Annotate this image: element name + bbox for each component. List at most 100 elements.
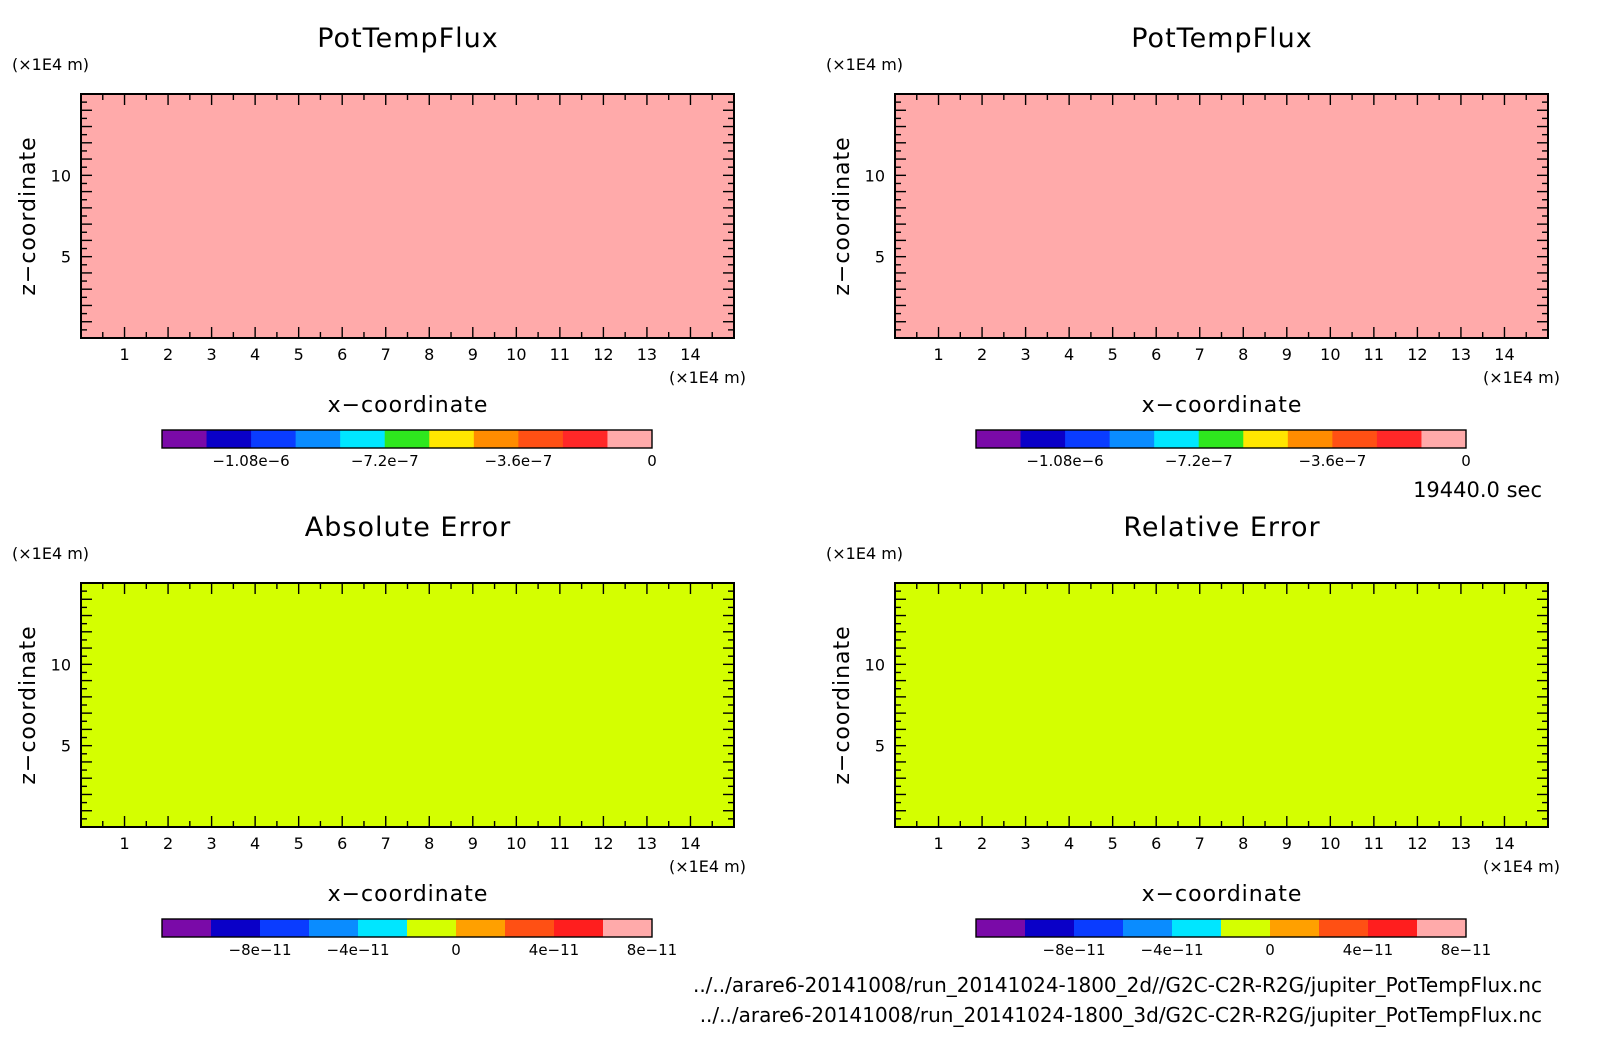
- x-tick-label: 13: [637, 345, 657, 364]
- colorbar-label: −1.08e−6: [212, 452, 289, 470]
- x-tick-label: 12: [593, 834, 613, 853]
- colorbar-cell: [260, 919, 310, 937]
- time-label: 19440.0 sec: [1413, 478, 1542, 502]
- x-tick-label: 6: [1151, 834, 1161, 853]
- plot-frame: [894, 93, 1549, 339]
- x-tick-label: 3: [207, 834, 217, 853]
- y-unit-label: (×1E4 m): [12, 544, 89, 563]
- colorbar-frame: [975, 918, 1467, 938]
- x-tick-label: 12: [593, 345, 613, 364]
- panel-2: PotTempFlux(×1E4 m)1 2 3 4 5 6 7 8 9 10 11 12 13 1451…: [826, 23, 1560, 470]
- colorbar-cell: [1065, 430, 1111, 448]
- colorbar-cell: [251, 430, 297, 448]
- y-unit-label: (×1E4 m): [826, 55, 903, 74]
- colorbar-cell: [407, 919, 457, 937]
- x-unit-label: (×1E4 m): [669, 857, 746, 876]
- x-tick-label: 14: [1494, 834, 1514, 853]
- y-tick-label: 10: [865, 166, 885, 185]
- colorbar-cell: [1319, 919, 1369, 937]
- colorbar-cell: [429, 430, 475, 448]
- colorbar-cell: [384, 430, 430, 448]
- colorbar-cell: [211, 919, 261, 937]
- x-tick-label: 9: [468, 345, 478, 364]
- colorbar-cell: [1074, 919, 1124, 937]
- y-unit-label: (×1E4 m): [12, 55, 89, 74]
- colorbar-label: −3.6e−7: [1298, 452, 1366, 470]
- colorbar-label: −7.2e−7: [1165, 452, 1233, 470]
- x-tick-label: 11: [1364, 834, 1384, 853]
- x-tick-label: 1: [119, 345, 129, 364]
- colorbar-label: 0: [647, 452, 657, 470]
- x-tick-label: 11: [550, 345, 570, 364]
- field-fill: [81, 94, 734, 338]
- colorbar-cell: [976, 919, 1026, 937]
- x-tick-label: 5: [294, 345, 304, 364]
- panel-4: Relative Error(×1E4 m)1 2 3 4 5 6 7 8 9 10 11 12 13 1…: [826, 512, 1560, 959]
- colorbar-cell: [206, 430, 252, 448]
- colorbar-cell: [607, 430, 653, 448]
- colorbar-cell: [505, 919, 555, 937]
- x-unit-label: (×1E4 m): [669, 368, 746, 387]
- panel-title: PotTempFlux: [317, 23, 499, 54]
- colorbar-cell: [1421, 430, 1467, 448]
- x-tick-label: 1: [933, 345, 943, 364]
- x-tick-label: 7: [1195, 345, 1205, 364]
- x-tick-label: 6: [337, 834, 347, 853]
- colorbar-label: −8e−11: [229, 941, 292, 959]
- y-axis-label: z−coordinate: [830, 136, 855, 295]
- x-tick-label: 12: [1407, 834, 1427, 853]
- x-tick-label: 4: [1064, 834, 1074, 853]
- colorbar-cell: [456, 919, 506, 937]
- y-tick-label: 10: [51, 655, 71, 674]
- colorbar-cell: [1172, 919, 1222, 937]
- x-tick-label: 10: [1320, 345, 1340, 364]
- x-axis-label: x−coordinate: [328, 393, 489, 418]
- x-tick-label: 5: [1108, 834, 1118, 853]
- x-tick-label: 1: [933, 834, 943, 853]
- x-tick-label: 13: [1451, 834, 1471, 853]
- y-tick-label: 10: [51, 166, 71, 185]
- x-tick-label: 10: [506, 834, 526, 853]
- x-tick-label: 13: [1451, 345, 1471, 364]
- x-tick-label: 8: [1238, 834, 1248, 853]
- colorbar-frame: [161, 918, 653, 938]
- x-tick-label: 14: [1494, 345, 1514, 364]
- colorbar-label: −8e−11: [1043, 941, 1106, 959]
- field-fill: [895, 583, 1548, 827]
- colorbar-cell: [1287, 430, 1333, 448]
- plot-frame: [80, 93, 735, 339]
- x-tick-label: 9: [1282, 345, 1292, 364]
- x-tick-label: 10: [1320, 834, 1340, 853]
- x-tick-label: 14: [680, 345, 700, 364]
- x-tick-label: 7: [381, 345, 391, 364]
- colorbar-cell: [1020, 430, 1066, 448]
- x-tick-label: 11: [1364, 345, 1384, 364]
- x-tick-label: 13: [637, 834, 657, 853]
- y-axis-label: z−coordinate: [16, 625, 41, 784]
- field-fill: [81, 583, 734, 827]
- plot-frame: [894, 582, 1549, 828]
- colorbar-cell: [309, 919, 359, 937]
- colorbar-cell: [976, 430, 1022, 448]
- colorbar-frame: [161, 429, 653, 449]
- x-tick-label: 6: [337, 345, 347, 364]
- x-tick-label: 2: [163, 345, 173, 364]
- file-path-1: ../../arare6-20141008/run_20141024-1800_…: [693, 973, 1542, 997]
- colorbar-cell: [1270, 919, 1320, 937]
- colorbar-label: −3.6e−7: [484, 452, 552, 470]
- colorbar-cell: [162, 430, 208, 448]
- colorbar-cell: [1109, 430, 1155, 448]
- file-path-2: ../../arare6-20141008/run_20141024-1800_…: [700, 1003, 1542, 1027]
- colorbar-cell: [1154, 430, 1200, 448]
- y-unit-label: (×1E4 m): [826, 544, 903, 563]
- colorbar-label: 8e−11: [1441, 941, 1491, 959]
- panel-title: PotTempFlux: [1131, 23, 1313, 54]
- colorbar-cell: [1376, 430, 1422, 448]
- colorbar-label: −4e−11: [327, 941, 390, 959]
- colorbar-label: −4e−11: [1141, 941, 1204, 959]
- colorbar-cell: [554, 919, 604, 937]
- panel-3: Absolute Error(×1E4 m)1 2 3 4 5 6 7 8 9 10 11 12 13 1…: [12, 512, 746, 959]
- colorbar-label: 0: [1461, 452, 1471, 470]
- x-unit-label: (×1E4 m): [1483, 368, 1560, 387]
- x-tick-label: 3: [1021, 345, 1031, 364]
